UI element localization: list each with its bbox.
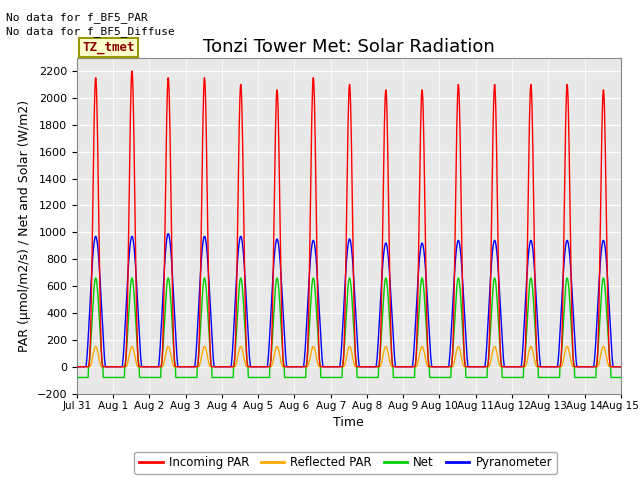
- Y-axis label: PAR (μmol/m2/s) / Net and Solar (W/m2): PAR (μmol/m2/s) / Net and Solar (W/m2): [18, 99, 31, 352]
- Text: TZ_tmet: TZ_tmet: [82, 41, 135, 54]
- Text: No data for f_BF5_PAR: No data for f_BF5_PAR: [6, 12, 148, 23]
- X-axis label: Time: Time: [333, 416, 364, 429]
- Title: Tonzi Tower Met: Solar Radiation: Tonzi Tower Met: Solar Radiation: [203, 38, 495, 56]
- Legend: Incoming PAR, Reflected PAR, Net, Pyranometer: Incoming PAR, Reflected PAR, Net, Pyrano…: [134, 452, 557, 474]
- Text: No data for f_BF5_Diffuse: No data for f_BF5_Diffuse: [6, 26, 175, 37]
